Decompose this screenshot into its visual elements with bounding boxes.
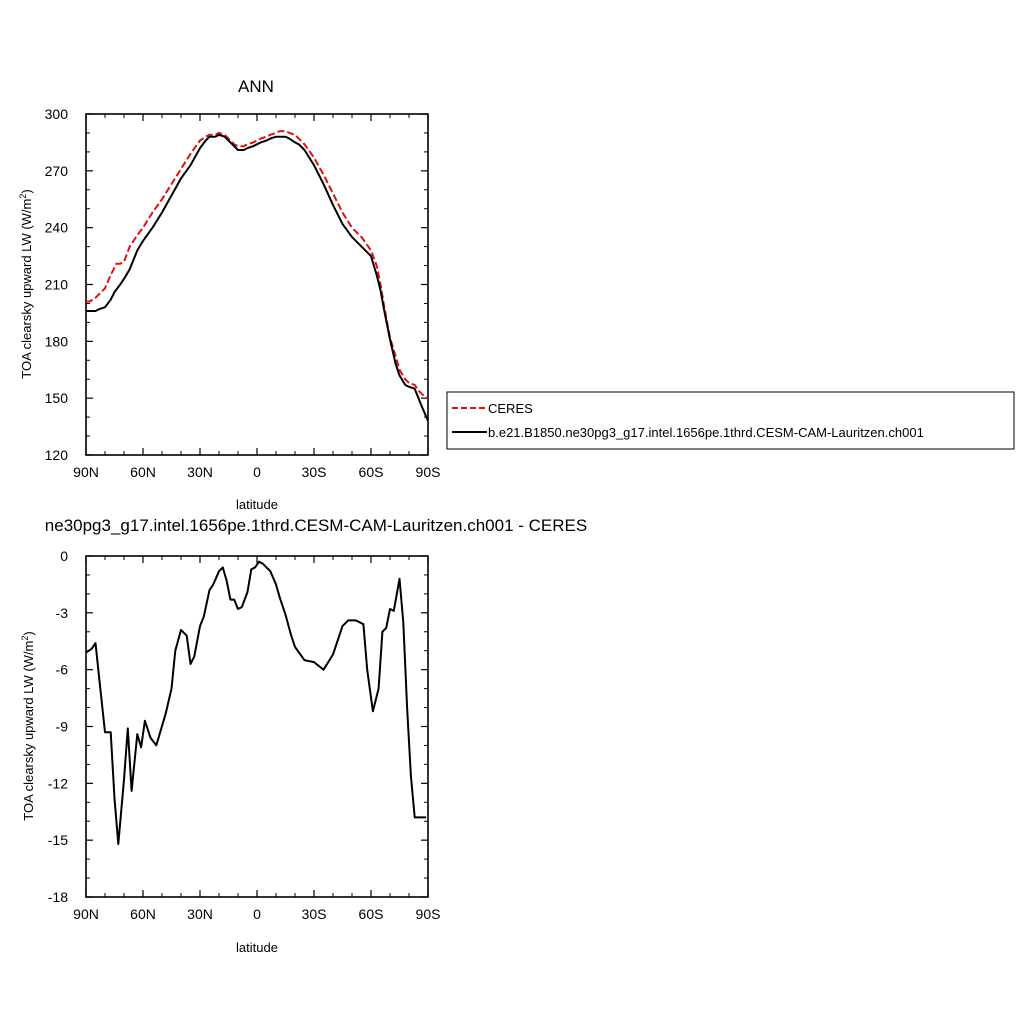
series-line-1-0 <box>85 560 427 845</box>
x-tick-label: 60N <box>130 464 156 480</box>
panel-absolute: ANN 90N 60N 30N 0 30S 60S 90S 120 150 180 210 240 27… <box>18 77 1015 512</box>
plot-frame-difference <box>85 555 429 898</box>
x-tick-label: 90N <box>73 464 99 480</box>
x-tick-label: 60S <box>359 464 384 480</box>
y-tick-label: 300 <box>45 106 69 122</box>
series-line-0-1 <box>86 133 429 422</box>
axis-ticks-difference: 90N 60N 30N 0 30S 60S 90S -18 -15 -12 -9 -6 -3 0 <box>48 548 441 922</box>
x-tick-label: 0 <box>253 906 261 922</box>
plot-lines-difference <box>85 560 427 845</box>
x-tick-label: 60S <box>359 906 384 922</box>
y-tick-label: -12 <box>48 775 68 791</box>
y-tick-label: 120 <box>45 447 69 463</box>
y-tick-label: -18 <box>48 889 68 905</box>
y-tick-label: 150 <box>45 390 69 406</box>
y-tick-label: -6 <box>56 662 69 678</box>
y-tick-label: -3 <box>56 605 69 621</box>
x-tick-label: 30S <box>302 464 327 480</box>
y-tick-label: 270 <box>45 163 69 179</box>
x-tick-label: 60N <box>130 906 156 922</box>
chart-title: ANN <box>238 77 274 96</box>
y-tick-label: 0 <box>60 548 68 564</box>
legend-label-model: b.e21.B1850.ne30pg3_g17.intel.1656pe.1th… <box>488 425 924 440</box>
plot-frame <box>85 113 429 456</box>
x-tick-label: 30N <box>187 464 213 480</box>
x-tick-label: 90N <box>73 906 99 922</box>
series-line-0-0 <box>86 130 429 400</box>
y-tick-label: 180 <box>45 333 69 349</box>
x-tick-label: 30S <box>302 906 327 922</box>
x-tick-label: 30N <box>187 906 213 922</box>
y-axis-label-difference: TOA clearsky upward LW (W/m2) <box>20 631 36 820</box>
axis-ticks: 90N 60N 30N 0 30S 60S 90S 120 150 180 210 240 270 300 <box>45 106 441 480</box>
x-tick-label: 90S <box>416 464 441 480</box>
x-tick-label: 90S <box>416 906 441 922</box>
y-tick-label: -15 <box>48 832 68 848</box>
legend-label-ceres: CERES <box>488 401 533 416</box>
x-axis-label: latitude <box>236 497 278 512</box>
y-tick-label: 240 <box>45 220 69 236</box>
y-axis-label: TOA clearsky upward LW (W/m2) <box>18 189 34 378</box>
legend: CERES b.e21.B1850.ne30pg3_g17.intel.1656… <box>446 391 1015 450</box>
legend-box <box>446 391 1015 450</box>
x-axis-label-difference: latitude <box>236 940 278 955</box>
chart-title-difference: ne30pg3_g17.intel.1656pe.1thrd.CESM-CAM-… <box>45 516 587 535</box>
panel-difference: ne30pg3_g17.intel.1656pe.1thrd.CESM-CAM-… <box>20 516 587 955</box>
y-tick-label: 210 <box>45 277 69 293</box>
plot-lines <box>86 130 429 422</box>
y-tick-label: -9 <box>56 719 69 735</box>
x-tick-label: 0 <box>253 464 261 480</box>
